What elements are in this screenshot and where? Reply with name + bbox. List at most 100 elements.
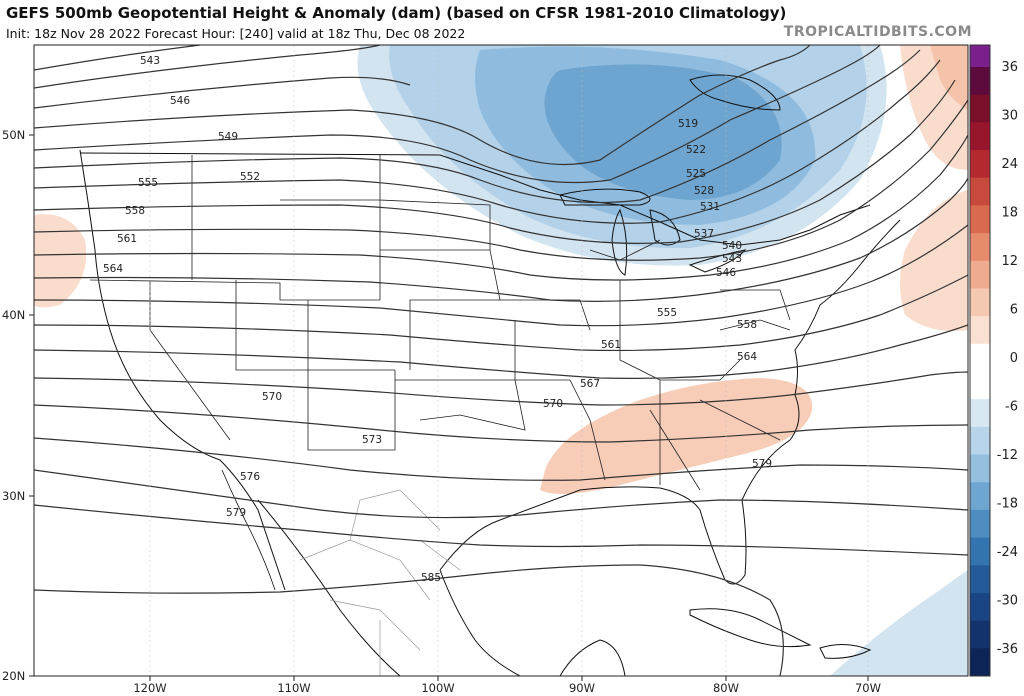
contour-label: 579: [226, 507, 246, 519]
contour-label: 543: [140, 55, 160, 67]
contour-label: 573: [362, 434, 382, 446]
lon-label-80w: 80W: [713, 681, 739, 695]
colorbar-swatch: [970, 509, 990, 539]
contour-label: 561: [601, 339, 621, 351]
positive-anomaly-west: [34, 214, 87, 308]
lat-label-30n: 30N: [2, 489, 25, 503]
latitude-axis: 50N 40N 30N 20N: [2, 128, 34, 683]
longitude-axis: 120W 110W 100W 90W 80W 70W: [133, 676, 881, 695]
colorbar-frame: [969, 44, 991, 677]
yucatan: [559, 639, 626, 676]
mexico-borders: [299, 489, 461, 676]
west-coast: [79, 149, 286, 591]
contour-label: 564: [737, 351, 757, 363]
contour-label: 540: [722, 240, 742, 252]
colorbar-swatch: [970, 371, 990, 400]
contour-label: 570: [262, 391, 282, 403]
contour-label: 567: [580, 378, 600, 390]
contour-label: 576: [240, 471, 260, 483]
colorbar-swatch: [970, 399, 990, 428]
colorbar-label: 24: [1001, 157, 1018, 172]
us-canada-border: [79, 152, 871, 246]
lake-erie: [688, 249, 747, 273]
colorbar-swatch: [970, 648, 990, 677]
colorbar-label: 36: [1001, 60, 1018, 75]
lat-label-50n: 50N: [2, 128, 25, 142]
colorbar-label: -36: [997, 642, 1018, 657]
lon-label-90w: 90W: [569, 681, 595, 695]
contour-label: 546: [170, 95, 190, 107]
mexico-east-coast: [439, 569, 521, 676]
colorbar-label: -12: [997, 448, 1018, 463]
height-contours: [34, 45, 968, 676]
contour-label: 531: [700, 201, 720, 213]
colorbar-swatch: [970, 426, 990, 456]
geographic-borders: [79, 74, 901, 676]
contour-label: 555: [138, 177, 158, 189]
negative-anomaly-caribbean: [830, 570, 968, 676]
colorbar-swatch: [970, 565, 990, 594]
contour-label: 579: [752, 458, 772, 470]
lat-label-20n: 20N: [2, 669, 25, 683]
anomaly-shading: [34, 45, 968, 676]
lon-label-70w: 70W: [855, 681, 881, 695]
colorbar-label: -6: [1005, 400, 1018, 415]
contour-label: 537: [694, 228, 714, 240]
contour-label: 528: [694, 185, 714, 197]
contour-label: 522: [686, 144, 706, 156]
contour-label: 564: [103, 263, 123, 275]
colorbar-swatch: [970, 343, 990, 372]
colorbar-label: -30: [997, 594, 1018, 609]
lon-label-100w: 100W: [421, 681, 454, 695]
colorbar-top-cap: [970, 45, 990, 67]
colorbar-swatch: [970, 94, 990, 123]
contour-labels: 543 546 549 552 555 558 561 564 570 573 …: [103, 55, 772, 584]
contour-label: 519: [678, 118, 698, 130]
positive-anomaly-southeast: [540, 378, 813, 494]
hudson-bay: [689, 74, 781, 111]
colorbar-swatch: [970, 205, 990, 234]
map-title: GEFS 500mb Geopotential Height & Anomaly…: [6, 4, 787, 22]
contour-label: 585: [421, 572, 441, 584]
colorbar-swatch: [970, 537, 990, 566]
hispaniola: [819, 644, 872, 659]
contour-label: 558: [737, 319, 757, 331]
contour-label: 543: [722, 253, 742, 265]
colorbar-swatch: [970, 150, 990, 179]
baja-peninsula: [221, 469, 276, 591]
colorbar-swatch: [970, 454, 990, 483]
forecast-subtitle: Init: 18z Nov 28 2022 Forecast Hour: [24…: [6, 26, 466, 41]
brand-watermark: TROPICALTIDBITS.COM: [783, 24, 972, 40]
cuba: [689, 608, 812, 648]
colorbar-label: 0: [1010, 351, 1018, 366]
lon-label-110w: 110W: [277, 681, 310, 695]
colorbar-swatch: [970, 592, 990, 622]
colorbar-swatch: [970, 288, 990, 317]
graticule: [149, 45, 869, 676]
colorbar-label: -24: [997, 545, 1018, 560]
colorbar-swatch: [970, 260, 990, 289]
positive-anomaly-northeast: [900, 190, 968, 331]
colorbar: 36 30 24 18 12 6 0 -6 -12 -18 -24 -30 -36: [969, 44, 1018, 677]
colorbar-swatch: [970, 67, 990, 96]
colorbar-label: -18: [997, 497, 1018, 512]
colorbar-swatch: [970, 482, 990, 511]
lake-superior: [559, 188, 651, 206]
contour-label: 561: [117, 233, 137, 245]
colorbar-swatch: [970, 177, 990, 206]
colorbar-label: 30: [1001, 109, 1018, 124]
contour-label: 570: [543, 398, 563, 410]
colorbar-label: 6: [1010, 303, 1018, 318]
colorbar-label: 18: [1001, 206, 1018, 221]
colorbar-label: 12: [1001, 254, 1018, 269]
colorbar-swatch: [970, 620, 990, 649]
colorbar-swatch: [970, 233, 990, 262]
contour-label: 549: [218, 131, 238, 143]
lat-label-40n: 40N: [2, 308, 25, 322]
contour-label: 546: [716, 267, 736, 279]
colorbar-swatch: [970, 122, 990, 151]
contour-label: 555: [657, 307, 677, 319]
plot-frame: [33, 44, 969, 677]
colorbar-swatch: [970, 316, 990, 345]
